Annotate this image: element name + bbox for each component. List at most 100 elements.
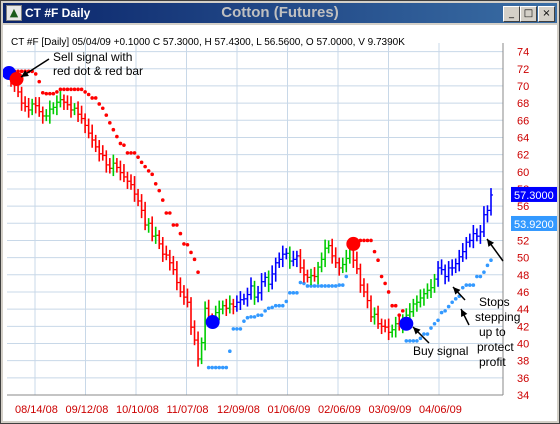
- stop-dot: [37, 79, 42, 84]
- stop-dot: [58, 87, 63, 92]
- maximize-button[interactable]: □: [520, 6, 537, 22]
- y-tick-label: 74: [517, 47, 529, 59]
- stop-dot: [323, 284, 327, 288]
- stop-dot: [72, 87, 77, 92]
- stop-dot: [40, 90, 45, 95]
- ohlc-bar: [421, 288, 426, 306]
- ohlc-bar: [365, 283, 370, 309]
- buy-annotation: Buy signal: [413, 344, 468, 358]
- ohlc-bar: [340, 257, 345, 274]
- chart-area[interactable]: 7472706866646260585654525048464442403836…: [3, 25, 557, 421]
- ohlc-bar: [199, 337, 204, 365]
- stop-dot: [270, 305, 274, 310]
- stop-dot: [48, 91, 52, 96]
- stop-price-tag: [511, 215, 557, 231]
- x-axis-label: 04/06/09: [419, 404, 462, 416]
- ohlc-bar: [298, 249, 303, 274]
- ohlc-bar: [305, 269, 310, 283]
- ohlc-bar: [485, 205, 490, 223]
- stop-dot: [90, 96, 94, 100]
- stop-dot: [365, 238, 370, 243]
- stop-dot: [19, 69, 24, 74]
- y-tick-label: 50: [517, 253, 529, 265]
- stop-dot: [372, 249, 377, 254]
- y-tick-label: 48: [517, 270, 529, 282]
- ohlc-bar: [129, 174, 133, 190]
- ohlc-bar: [181, 285, 186, 305]
- stop-dot: [168, 211, 172, 215]
- stop-dot: [316, 284, 320, 288]
- stop-dot: [383, 281, 387, 286]
- stop-dot: [362, 238, 366, 243]
- y-tick-label: 44: [517, 304, 529, 316]
- stop-dot: [443, 309, 447, 313]
- stop-dot: [309, 284, 313, 288]
- sell-arrow-head: [21, 70, 29, 77]
- ohlc-bar: [489, 188, 493, 216]
- stop-dot: [175, 223, 179, 227]
- x-axis-label: 01/06/09: [268, 404, 311, 416]
- stop-dot: [210, 365, 214, 370]
- close-button[interactable]: ×: [538, 6, 555, 22]
- ohlc-bar: [19, 86, 24, 111]
- ohlc-bar: [280, 245, 285, 268]
- stop-dot: [468, 283, 472, 287]
- stop-dot: [100, 106, 105, 111]
- stops-arrow-3-head: [487, 239, 495, 247]
- stop-dot: [125, 151, 130, 155]
- ohlc-bar: [178, 277, 183, 298]
- ohlc-bar: [330, 238, 335, 264]
- price-header: CT #F [Daily] 05/04/09 +0.1000 C 57.3000…: [11, 37, 405, 48]
- buy-signal-dot: [399, 316, 414, 331]
- ohlc-bar: [252, 280, 257, 305]
- stop-dot: [118, 141, 123, 146]
- y-tick-label: 56: [517, 201, 529, 213]
- stop-dot: [436, 318, 440, 323]
- stop-dot: [136, 155, 140, 159]
- buy-arrow-head: [413, 327, 421, 335]
- stop-dot: [259, 313, 264, 317]
- ohlc-bar: [291, 250, 296, 267]
- ohlc-bar: [97, 140, 102, 162]
- ohlc-bar: [224, 298, 229, 317]
- y-tick-label: 52: [517, 235, 529, 247]
- ohlc-bar: [146, 218, 151, 233]
- ohlc-bar: [100, 145, 105, 161]
- stop-dot: [252, 315, 257, 319]
- ohlc-bar: [429, 279, 433, 298]
- ohlc-bar: [118, 160, 123, 181]
- triangle-logo-icon: ▲: [6, 5, 22, 21]
- stop-dot: [185, 242, 190, 247]
- stop-dot: [224, 365, 229, 370]
- ohlc-bar: [153, 226, 158, 244]
- stop-dot: [69, 87, 73, 92]
- stop-dot: [411, 339, 416, 343]
- chart-title: Cotton (Futures): [221, 4, 339, 21]
- stop-dot: [408, 339, 412, 343]
- stop-dot: [160, 198, 165, 202]
- ohlc-bar: [150, 216, 155, 242]
- stop-dot: [337, 283, 342, 287]
- price-bars: [9, 73, 493, 367]
- y-tick-label: 36: [517, 373, 529, 385]
- ohlc-bar: [358, 263, 363, 293]
- ohlc-bar: [481, 206, 486, 238]
- ohlc-bar: [238, 291, 243, 311]
- ohlc-bar: [104, 150, 109, 173]
- minimize-button[interactable]: _: [503, 6, 520, 22]
- stop-dot: [132, 151, 137, 155]
- stop-dot: [450, 300, 454, 305]
- stop-dot: [192, 257, 197, 262]
- ohlc-bar: [249, 277, 253, 300]
- ohlc-bar: [319, 252, 324, 273]
- price-chart-svg[interactable]: 7472706866646260585654525048464442403836…: [3, 25, 557, 421]
- ohlc-bar: [167, 249, 172, 271]
- stop-dot: [86, 92, 91, 97]
- stops-annotation-line2: stepping: [475, 310, 520, 324]
- stop-dot: [228, 349, 232, 354]
- ohlc-bar: [125, 171, 130, 189]
- ohlc-bar: [76, 101, 81, 122]
- stop-dot: [422, 332, 426, 336]
- stop-dot: [93, 96, 98, 100]
- y-tick-label: 34: [517, 390, 529, 402]
